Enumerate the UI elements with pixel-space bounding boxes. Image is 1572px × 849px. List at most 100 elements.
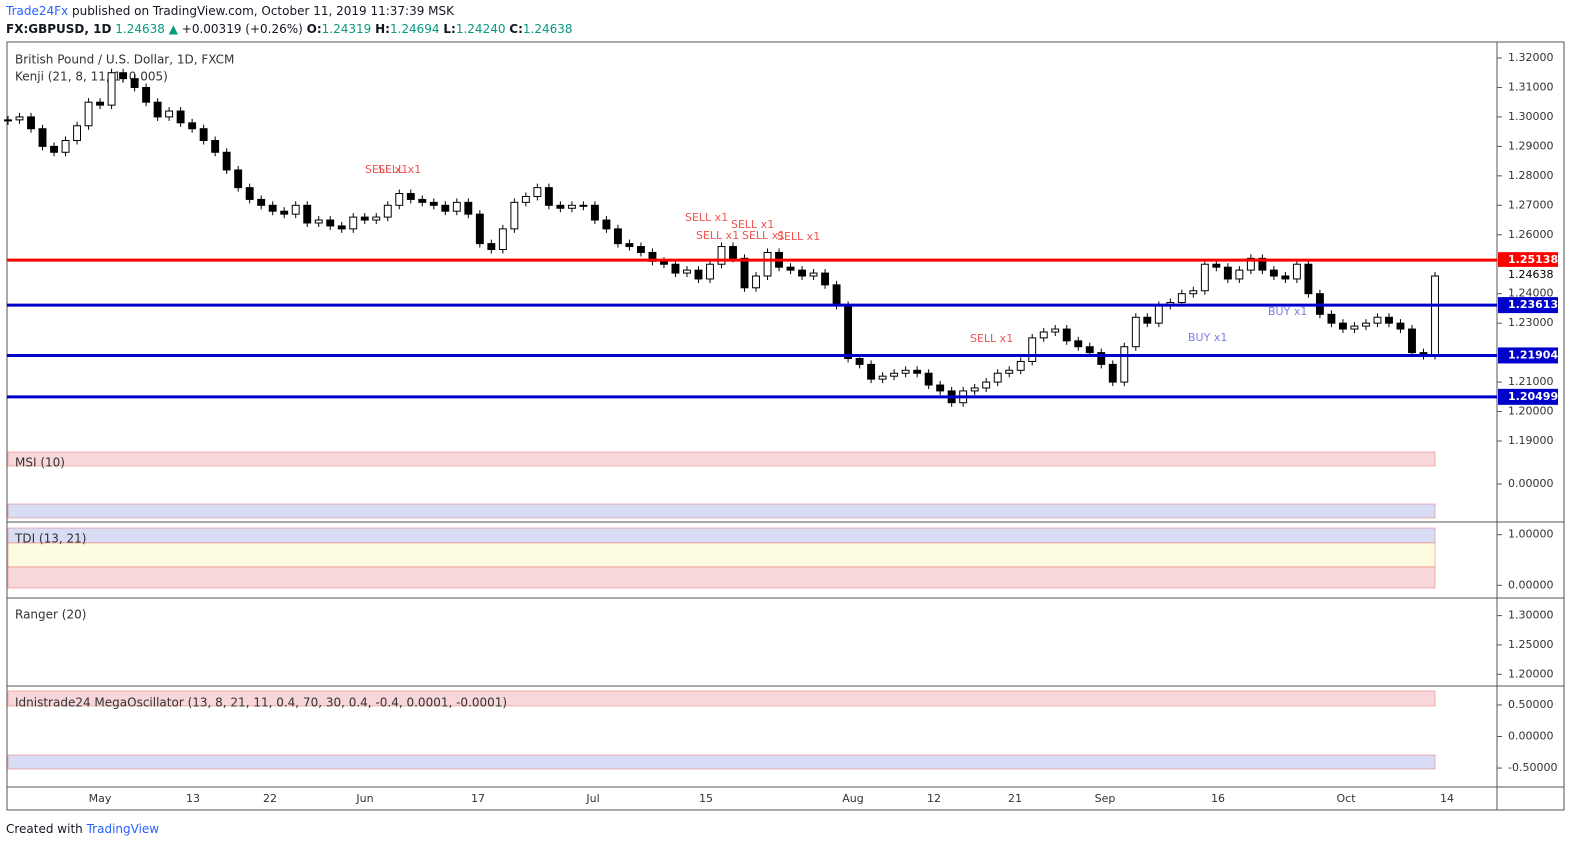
candle: [567, 204, 576, 209]
y-tick-label: 1.30000: [1508, 609, 1554, 622]
candle: [1131, 316, 1140, 348]
candle: [406, 193, 415, 200]
candle: [660, 260, 668, 265]
l: 1.24240: [455, 22, 506, 36]
candle: [1097, 352, 1106, 365]
candle: [464, 201, 473, 215]
y-tick-label: 0.00000: [1508, 477, 1554, 490]
candle: [706, 263, 714, 280]
candle: [613, 228, 622, 245]
candle: [832, 284, 841, 306]
x-tick-label: Oct: [1336, 792, 1356, 805]
candle: [890, 372, 899, 377]
candle: [50, 145, 58, 153]
y-tick-label: 1.23000: [1508, 316, 1554, 329]
y-tick-label: 1.31000: [1508, 80, 1554, 93]
candle: [590, 204, 599, 221]
candle: [544, 187, 553, 206]
x-tick-label: Sep: [1095, 792, 1116, 805]
candle: [763, 251, 772, 277]
last: 1.24638: [115, 22, 165, 36]
candle: [27, 116, 35, 130]
candle: [1120, 346, 1129, 383]
x-tick-label: 13: [186, 792, 200, 805]
candle: [1396, 322, 1405, 330]
candle: [1154, 304, 1163, 324]
footer-created: Created with: [6, 822, 83, 836]
candle: [579, 204, 588, 207]
candle: [636, 246, 645, 253]
chart-title: British Pound / U.S. Dollar, 1D, FXCM: [15, 53, 234, 67]
candle: [1281, 275, 1290, 280]
candle: [1051, 328, 1060, 333]
candle: [1177, 293, 1186, 304]
candle: [717, 246, 726, 265]
x-tick-label: 17: [471, 792, 485, 805]
annotation: SELL x1: [365, 163, 408, 176]
annotation: SELL x1: [731, 218, 774, 231]
candle: [752, 275, 760, 289]
candle: [268, 204, 277, 212]
x-tick-label: 14: [1440, 792, 1454, 805]
candle: [625, 243, 634, 248]
y-tick-label: 1.29000: [1508, 139, 1554, 152]
candle: [913, 369, 922, 374]
change: +0.00319 (+0.26%): [181, 22, 303, 36]
candle: [1350, 325, 1359, 330]
level-label: 1.21904: [1508, 348, 1558, 361]
candle: [901, 369, 910, 374]
candle: [844, 304, 853, 360]
candle: [452, 201, 461, 212]
footer-brand[interactable]: TradingView: [86, 822, 160, 836]
candle: [1108, 363, 1117, 383]
candle: [61, 139, 70, 153]
arrow: ▲: [168, 22, 178, 36]
annotation: BUY x1: [1188, 331, 1227, 344]
band: [7, 690, 1436, 707]
y-tick-label: 1.19000: [1508, 434, 1554, 447]
candle: [1223, 266, 1232, 280]
y-tick-label: 1.30000: [1508, 110, 1554, 123]
brand[interactable]: Trade24Fx: [6, 4, 69, 18]
candle: [556, 204, 565, 209]
candle: [280, 210, 289, 215]
candle: [1327, 313, 1336, 324]
band: [7, 503, 1436, 519]
candle: [798, 269, 807, 277]
y-tick-label: 1.26000: [1508, 228, 1554, 241]
annotation: SELL x1: [685, 211, 728, 224]
candle: [429, 201, 438, 206]
candle: [15, 116, 24, 121]
x-tick-label: May: [89, 792, 112, 805]
candle: [821, 272, 830, 286]
y-tick-label: 1.00000: [1508, 528, 1554, 541]
candle: [165, 110, 174, 118]
frame: [6, 41, 1565, 811]
candle: [349, 216, 358, 230]
candle: [107, 72, 116, 106]
candle: [84, 101, 93, 127]
candle: [1074, 340, 1083, 348]
band: [7, 566, 1436, 589]
candle: [694, 269, 703, 280]
candle: [867, 363, 876, 380]
band: [7, 542, 1436, 568]
candle: [924, 372, 933, 386]
y-tick-label: 1.21000: [1508, 375, 1554, 388]
y-tick-label: 1.25000: [1508, 638, 1554, 651]
candle: [683, 269, 691, 274]
candle: [441, 204, 450, 212]
candle: [1361, 322, 1370, 327]
candle: [303, 204, 312, 224]
y-tick-label: 0.00000: [1508, 730, 1554, 743]
candle: [130, 78, 139, 88]
panel-title: TDI (13, 21): [14, 532, 86, 546]
candle: [1373, 316, 1382, 324]
candle: [671, 263, 680, 274]
candle: [809, 272, 818, 277]
candle: [372, 216, 381, 221]
candle: [498, 228, 507, 250]
candle: [234, 169, 243, 189]
level-tag: [1498, 347, 1558, 364]
candle: [245, 187, 254, 200]
